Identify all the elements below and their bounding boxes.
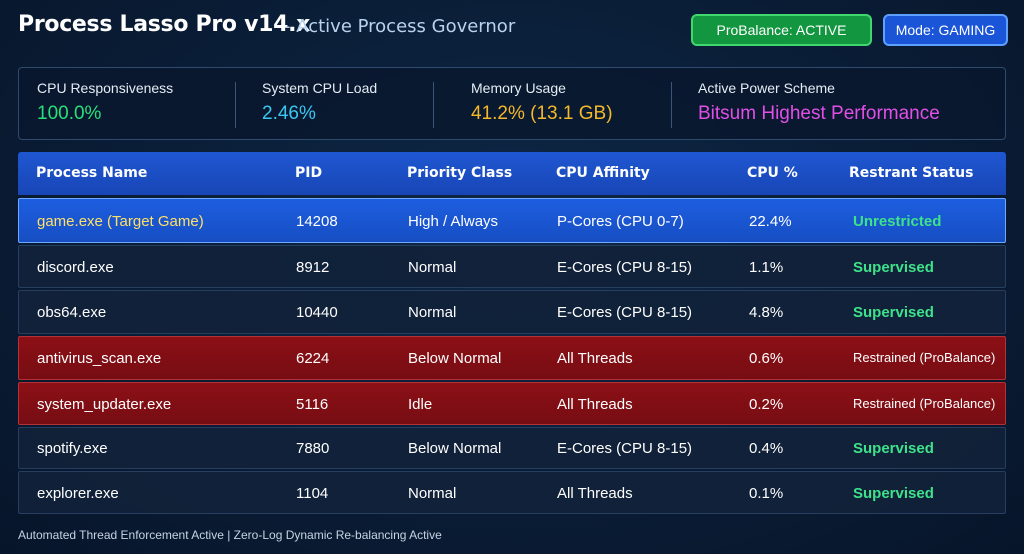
cpu-percent-cell: 0.4% — [749, 440, 784, 457]
table-row[interactable]: game.exe (Target Game) 14208 High / Always… — [18, 198, 1006, 243]
stat-label: Active Power Scheme — [698, 80, 835, 96]
table-row[interactable]: explorer.exe 1104 Normal All Threads 0.1% Sup… — [18, 471, 1006, 514]
stat-label: CPU Responsiveness — [37, 80, 174, 96]
stat-divider — [433, 82, 434, 128]
affinity-cell: P-Cores (CPU 0-7) — [557, 213, 684, 230]
priority-cell: Below Normal — [408, 350, 502, 367]
footer-status: Automated Thread Enforcement Active | Ze… — [18, 528, 442, 542]
table-row[interactable]: obs64.exe 10440 Normal E-Cores (CPU 8-15) 4.… — [18, 290, 1006, 334]
pid-cell: 6224 — [296, 350, 330, 367]
column-header-cpu-affinity[interactable]: CPU Affinity — [556, 165, 650, 181]
stat-divider — [671, 82, 672, 128]
priority-cell: Normal — [408, 304, 457, 321]
column-header-restrant-status[interactable]: Restrant Status — [849, 165, 974, 181]
cpu-percent-cell: 0.1% — [749, 485, 784, 502]
process-name-cell: explorer.exe — [37, 485, 119, 502]
table-row[interactable]: system_updater.exe 5116 Idle All Threads 0.2… — [18, 382, 1006, 425]
process-name-cell: antivirus_scan.exe — [37, 350, 162, 367]
process-name-cell: obs64.exe — [37, 304, 107, 321]
pid-cell: 14208 — [296, 213, 338, 230]
column-header-process-name[interactable]: Process Name — [36, 165, 148, 181]
stat-label: System CPU Load — [262, 80, 378, 96]
stats-panel: CPU Responsiveness 100.0% System CPU Loa… — [18, 67, 1006, 140]
status-cell: Supervised — [853, 440, 934, 457]
table-row[interactable]: antivirus_scan.exe 6224 Below Normal All Th… — [18, 336, 1006, 380]
priority-cell: High / Always — [408, 213, 499, 230]
affinity-cell: E-Cores (CPU 8-15) — [557, 304, 693, 321]
pid-cell: 1104 — [296, 485, 329, 502]
affinity-cell: E-Cores (CPU 8-15) — [557, 440, 693, 457]
cpu-percent-cell: 1.1% — [749, 259, 784, 276]
stat-value: Bitsum Highest Performance — [698, 103, 940, 124]
cpu-percent-cell: 0.6% — [749, 350, 784, 367]
status-cell: Supervised — [853, 485, 934, 502]
status-cell: Supervised — [853, 304, 934, 321]
status-cell: Unrestricted — [853, 213, 942, 230]
app-title: Process Lasso Pro v14.x — [18, 12, 311, 37]
process-name-cell: spotify.exe — [37, 440, 108, 457]
affinity-cell: E-Cores (CPU 8-15) — [557, 259, 693, 276]
pid-cell: 8912 — [296, 259, 330, 276]
priority-cell: Normal — [408, 485, 457, 502]
status-cell: Restrained (ProBalance) — [853, 396, 996, 411]
pid-cell: 5116 — [296, 396, 329, 413]
column-header-priority-class[interactable]: Priority Class — [407, 165, 513, 181]
header-bar: Process Lasso Pro v14.x - Active Process… — [0, 0, 1024, 58]
stat-value: 2.46% — [262, 103, 316, 124]
cpu-percent-cell: 0.2% — [749, 396, 784, 413]
status-cell: Restrained (ProBalance) — [853, 350, 996, 365]
process-name-cell: game.exe (Target Game) — [37, 213, 204, 230]
priority-cell: Below Normal — [408, 440, 502, 457]
table-row[interactable]: spotify.exe 7880 Below Normal E-Cores (CPU … — [18, 427, 1006, 469]
affinity-cell: All Threads — [557, 396, 633, 413]
status-cell: Supervised — [853, 259, 934, 276]
affinity-cell: All Threads — [557, 350, 633, 367]
priority-cell: Idle — [408, 396, 433, 413]
stat-divider — [235, 82, 236, 128]
process-name-cell: discord.exe — [37, 259, 114, 276]
table-row[interactable]: discord.exe 8912 Normal E-Cores (CPU 8-15) 1… — [18, 245, 1006, 288]
stat-label: Memory Usage — [471, 80, 566, 96]
priority-cell: Normal — [408, 259, 457, 276]
stat-value: 100.0% — [37, 103, 102, 124]
pid-cell: 7880 — [296, 440, 330, 457]
mode-badge[interactable]: Mode: GAMING — [883, 14, 1008, 46]
pid-cell: 10440 — [296, 304, 338, 321]
affinity-cell: All Threads — [557, 485, 633, 502]
stat-value: 41.2% (13.1 GB) — [471, 103, 613, 124]
probalance-badge[interactable]: ProBalance: ACTIVE — [691, 14, 872, 46]
process-name-cell: system_updater.exe — [37, 396, 172, 413]
column-header-cpu-percent[interactable]: CPU % — [747, 165, 798, 181]
app-subtitle: - Active Process Governor — [284, 16, 516, 37]
table-header: Process Name PID Priority Class CPU Affi… — [18, 152, 1006, 195]
column-header-pid[interactable]: PID — [295, 165, 323, 181]
cpu-percent-cell: 4.8% — [749, 304, 784, 321]
cpu-percent-cell: 22.4% — [749, 213, 792, 230]
